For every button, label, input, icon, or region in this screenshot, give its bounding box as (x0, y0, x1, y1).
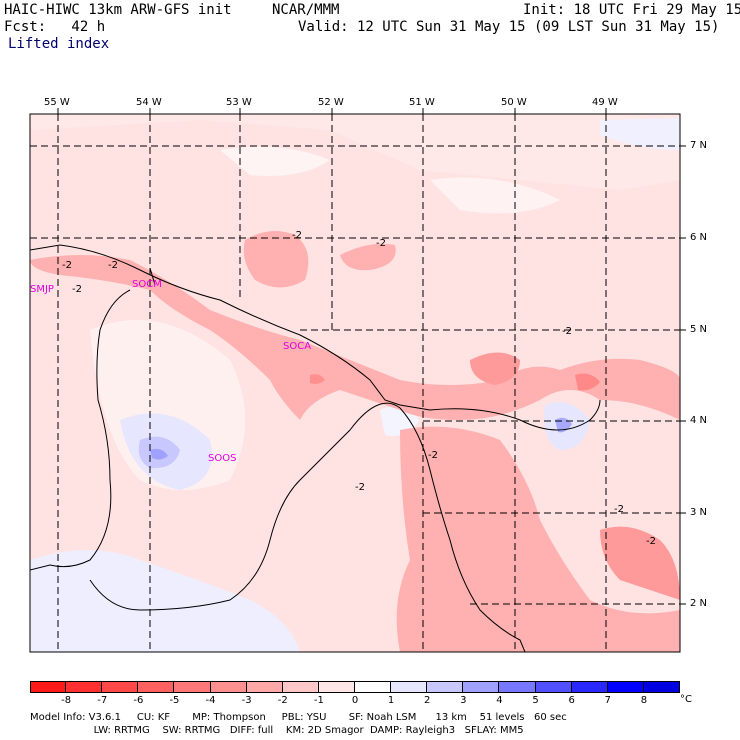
colorbar-tick-label: -7 (97, 695, 108, 706)
station-label: SOCM (132, 279, 162, 290)
svg-text:-2: -2 (108, 260, 118, 271)
colorbar-tick-label: -2 (277, 695, 288, 706)
colorbar-tick-label: -3 (241, 695, 252, 706)
field-name: Lifted index (8, 36, 110, 52)
map-frame (29, 113, 681, 653)
colorbar-tick-label: -8 (61, 695, 72, 706)
svg-text:-2: -2 (62, 260, 72, 271)
colorbar-swatch (102, 681, 139, 693)
svg-text:-2: -2 (72, 284, 82, 295)
station-label: SOCA (283, 341, 312, 352)
svg-text:-2: -2 (355, 482, 365, 493)
svg-text:-2: -2 (292, 230, 302, 241)
colorbar-tick-label: 4 (496, 695, 503, 706)
colorbar-tick-label: 6 (568, 695, 575, 706)
svg-text:-2: -2 (376, 238, 386, 249)
svg-text:-2: -2 (562, 326, 572, 337)
colorbar-swatch (535, 681, 572, 693)
colorbar-swatch (318, 681, 355, 693)
lat-label: 5 N (690, 324, 708, 335)
lat-label: 6 N (690, 232, 708, 243)
colorbar-swatch (643, 681, 680, 693)
colorbar-tick-label: 1 (387, 695, 395, 706)
colorbar-swatch (282, 681, 319, 693)
contour-region-coastal (30, 255, 680, 420)
lon-label: 49 W (592, 97, 618, 108)
colorbar-swatch (463, 681, 500, 693)
colorbar-unit: °C (680, 694, 692, 705)
colorbar-tick-label: 7 (604, 695, 611, 706)
colorbar-tick-label: 2 (424, 695, 431, 706)
lat-label: 4 N (690, 415, 708, 426)
colorbar-swatch (499, 681, 536, 693)
footer-model-info-2: LW: RRTMG SW: RRTMG DIFF: full KM: 2D Sm… (30, 725, 524, 736)
lon-label: 55 W (44, 97, 70, 108)
colorbar-tick-label: 0 (351, 695, 359, 706)
lon-label: 51 W (409, 97, 435, 108)
org-label: NCAR/MMM (272, 2, 340, 18)
lat-lon-grid (30, 114, 680, 652)
lon-label: 50 W (501, 97, 527, 108)
contour-region-south (396, 426, 680, 652)
colorbar-swatch (30, 681, 67, 693)
lon-label: 53 W (226, 97, 252, 108)
footer-model-info: Model Info: V3.6.1 CU: KF MP: Thompson P… (30, 712, 567, 723)
colorbar-tick-label: -1 (313, 695, 324, 706)
station-label: SMJP (30, 284, 54, 295)
colorbar-swatch (355, 681, 392, 693)
colorbar-tick-label: -4 (205, 695, 216, 706)
lat-label: 2 N (690, 598, 708, 609)
colorbar-tick-label: 8 (640, 695, 648, 706)
svg-text:-2: -2 (428, 450, 438, 461)
colorbar-swatch (246, 681, 283, 693)
svg-text:-2: -2 (646, 536, 656, 547)
valid-time: Valid: 12 UTC Sun 31 May 15 (09 LST Sun … (298, 19, 720, 35)
lon-label: 52 W (318, 97, 344, 108)
station-label: SOOS (208, 453, 237, 464)
colorbar-swatch (571, 681, 608, 693)
colorbar-swatch (391, 681, 428, 693)
svg-text:-2: -2 (614, 504, 624, 515)
model-title: HAIC-HIWC 13km ARW-GFS init (4, 2, 232, 18)
lat-label: 7 N (690, 140, 708, 151)
colorbar-swatch (174, 681, 211, 693)
colorbar-tick-label: -6 (133, 695, 144, 706)
colorbar-tick-label: 3 (460, 695, 467, 706)
init-time: Init: 18 UTC Fri 29 May 15 (523, 2, 740, 18)
colorbar-swatch (607, 681, 644, 693)
colorbar-swatch (138, 681, 175, 693)
colorbar-tick-label: -5 (169, 695, 180, 706)
colorbar-tick-label: 5 (532, 695, 539, 706)
colorbar-swatch (427, 681, 464, 693)
forecast-hour: Fcst: 42 h (4, 19, 106, 35)
lon-label: 54 W (136, 97, 162, 108)
lat-label: 3 N (690, 507, 708, 518)
colorbar-swatch (210, 681, 247, 693)
colorbar-swatch (66, 681, 103, 693)
contour-labels: -2 -2 -2 -2 -2 -2 -2 -2 -2 -2 (62, 230, 656, 547)
